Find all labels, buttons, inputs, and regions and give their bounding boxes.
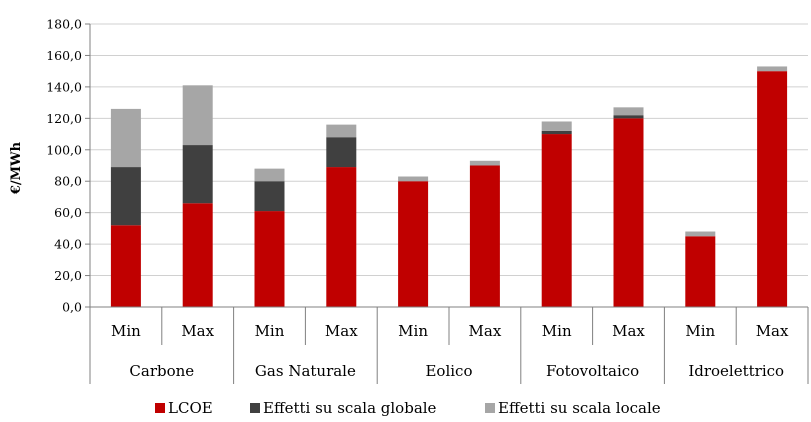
legend: LCOE Effetti su scala globale Effetti su s… <box>155 399 661 417</box>
bar-segment-global <box>182 145 213 204</box>
bar-segment-global <box>541 130 572 135</box>
bar-segment-local <box>757 66 788 72</box>
bar-segment-lcoe <box>182 203 213 307</box>
y-tick-label: 120,0 <box>46 111 82 126</box>
bars <box>110 66 788 307</box>
bar-segment-lcoe <box>613 118 644 307</box>
bar-segment-global <box>254 181 285 212</box>
bar-segment-lcoe <box>757 71 788 307</box>
bar-category-label: Min <box>111 322 141 340</box>
y-tick-label: 60,0 <box>54 205 82 220</box>
bar-segment-global <box>110 167 141 226</box>
bar-category-label: Max <box>325 322 358 340</box>
bar-segment-local <box>182 85 213 146</box>
y-tick-label: 20,0 <box>54 268 82 283</box>
bar-category-label: Max <box>469 322 502 340</box>
group-label: Idroelettrico <box>688 362 784 380</box>
y-tick-label: 160,0 <box>46 48 82 63</box>
bar-segment-lcoe <box>469 165 500 307</box>
y-tick-labels: 0,0 20,0 40,0 60,0 80,0 100,0 120,0 140,0 160,0 1… <box>46 17 82 315</box>
bar-category-label: Min <box>542 322 572 340</box>
legend-label: Effetti su scala globale <box>263 399 437 417</box>
group-label: Carbone <box>129 362 194 380</box>
bar-segment-global <box>613 115 644 119</box>
bar-category-label: Max <box>181 322 214 340</box>
y-tick-label: 180,0 <box>46 17 82 32</box>
bar-category-label: Min <box>398 322 428 340</box>
bar-category-label: Max <box>756 322 789 340</box>
legend-label: Effetti su scala locale <box>498 399 661 417</box>
legend-swatch <box>155 403 165 413</box>
bar-segment-global <box>326 137 357 168</box>
legend-swatch <box>485 403 495 413</box>
bar-segment-local <box>613 107 644 116</box>
bar-segment-local <box>254 168 285 182</box>
bar-category-label: Min <box>255 322 285 340</box>
bar-segment-lcoe <box>326 167 357 307</box>
bar-segment-lcoe <box>110 225 141 307</box>
group-label: Fotovoltaico <box>546 362 639 380</box>
y-tick-label: 80,0 <box>54 174 82 189</box>
y-axis-label: €/MWh <box>9 141 24 195</box>
bar-segment-lcoe <box>398 181 429 307</box>
bar-segment-local <box>398 176 429 182</box>
bar-category-label: Min <box>685 322 715 340</box>
bar-segment-local <box>541 121 572 131</box>
bar-segment-lcoe <box>685 236 716 307</box>
y-tick-label: 40,0 <box>54 237 82 252</box>
y-tick-label: 100,0 <box>46 142 82 157</box>
bar-segment-lcoe <box>254 211 285 307</box>
bar-segment-local <box>326 124 357 138</box>
bar-category-label: Max <box>612 322 645 340</box>
bar-segment-local <box>469 160 500 166</box>
bar-segment-local <box>685 231 716 237</box>
group-label: Eolico <box>425 362 472 380</box>
bar-segment-local <box>110 108 141 168</box>
y-tick-label: 140,0 <box>46 79 82 94</box>
legend-swatch <box>250 403 260 413</box>
legend-label: LCOE <box>168 399 213 417</box>
bar-segment-lcoe <box>541 134 572 307</box>
group-label: Gas Naturale <box>255 362 356 380</box>
x-axis-labels: Min Max Carbone Min Max Gas Naturale Min Max Eol… <box>89 307 809 384</box>
y-tick-label: 0,0 <box>62 300 82 315</box>
